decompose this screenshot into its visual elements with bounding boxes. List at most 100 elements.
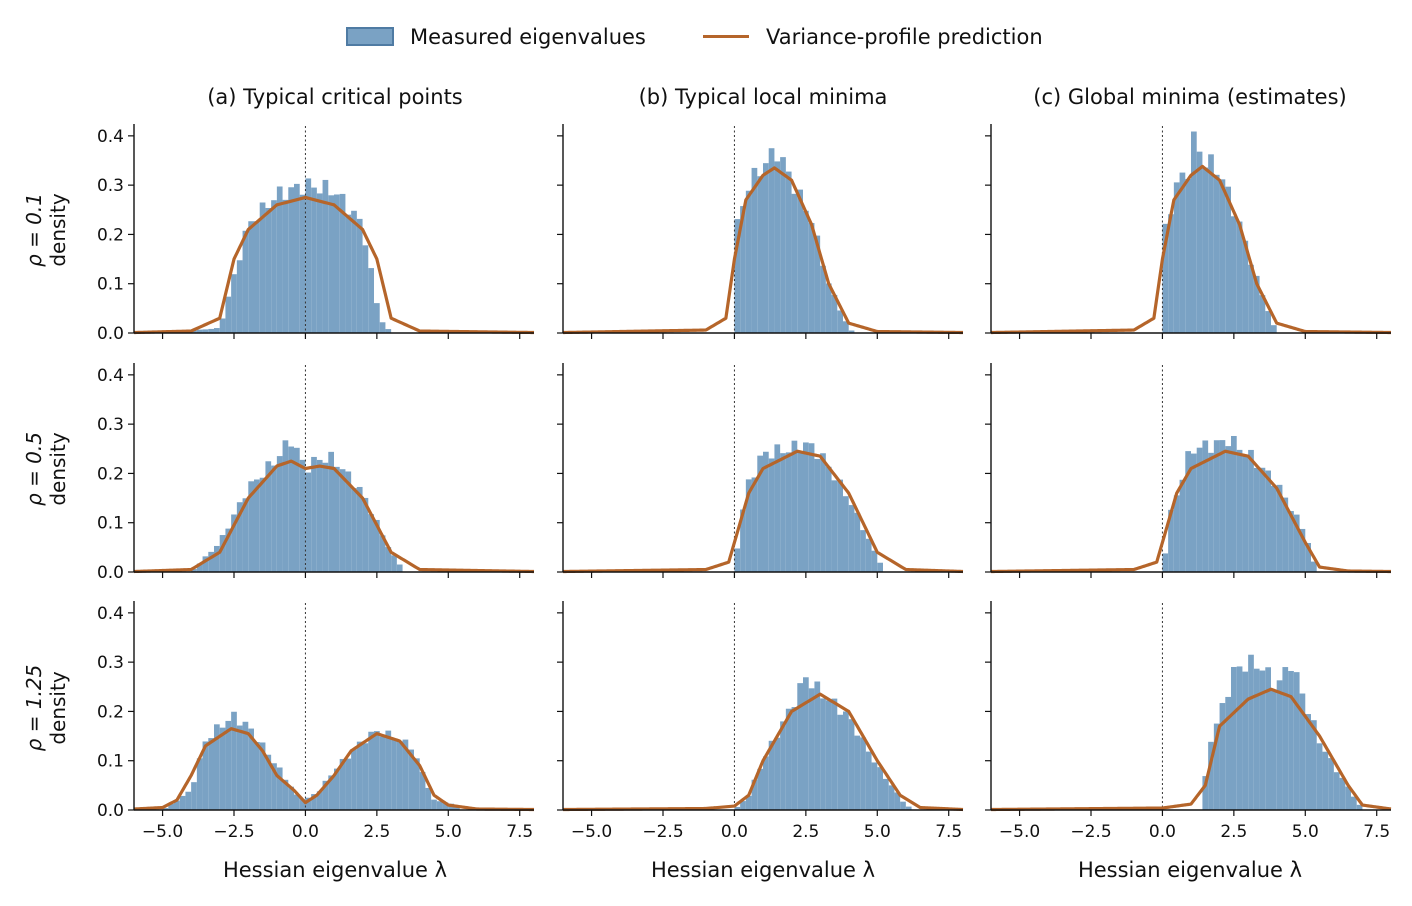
histogram-bar xyxy=(1213,174,1220,333)
histogram-bar xyxy=(1191,131,1197,333)
histogram-bar xyxy=(740,801,746,810)
histogram-bar xyxy=(831,698,838,810)
panel-row2-col1: 0.0 0.1 0.2 0.3 0.4 xyxy=(97,363,535,583)
y-tick-label: 0.2 xyxy=(97,702,124,722)
histogram-bar xyxy=(734,219,741,333)
histogram-bar xyxy=(745,479,752,572)
histogram-bar xyxy=(757,455,763,572)
histogram-bar xyxy=(242,230,249,333)
histogram-bar xyxy=(265,207,272,333)
histogram-bar xyxy=(202,329,209,333)
histogram-bar xyxy=(1305,714,1311,810)
x-tick-label: −2.5 xyxy=(1070,822,1111,842)
histogram-bar xyxy=(208,738,214,810)
histogram-bar xyxy=(1168,214,1174,333)
histogram-bar xyxy=(785,452,792,572)
histogram-bar xyxy=(396,564,403,572)
histogram-bar xyxy=(299,799,306,810)
panels: 0.00.10.20.30.40.00.10.20.30.40.00.10.20… xyxy=(97,124,1392,842)
y-tick-label: 0.0 xyxy=(97,801,124,821)
histogram-bar xyxy=(1271,325,1277,333)
histogram-bar xyxy=(803,677,809,810)
histogram-bar xyxy=(248,221,254,333)
histogram-bar xyxy=(191,782,197,810)
histogram-bar xyxy=(242,498,249,572)
histogram-bar xyxy=(780,453,786,572)
histogram-bar xyxy=(808,223,815,333)
histogram-bar xyxy=(1236,666,1243,810)
histogram-bar xyxy=(1219,703,1226,810)
histogram-bar xyxy=(745,190,752,333)
y-tick-label: 0.4 xyxy=(97,604,124,624)
row-label-rho-0-1: ρ = 0.1 xyxy=(22,193,46,267)
histogram-bar xyxy=(751,779,758,810)
x-tick-label: 0.0 xyxy=(1149,822,1176,842)
histogram-bar xyxy=(219,727,226,810)
histogram-bar xyxy=(305,472,312,572)
histogram-bar xyxy=(351,210,357,333)
histogram-bar xyxy=(236,725,243,810)
histogram-bar xyxy=(1185,178,1191,333)
histogram-bar xyxy=(1208,154,1214,333)
histogram-bar xyxy=(757,768,763,810)
histogram-bar xyxy=(831,294,838,333)
histogram-bar xyxy=(179,795,186,810)
histogram-bar xyxy=(282,779,289,810)
histogram-bar xyxy=(408,749,414,810)
y-tick-label: 0.1 xyxy=(97,752,124,772)
histogram-bar xyxy=(1328,758,1334,810)
histogram-bar xyxy=(745,795,752,810)
histogram-bar xyxy=(848,505,855,572)
panel-row3-col3: −5.0 −2.5 0.0 2.5 5.0 7.5 xyxy=(985,601,1392,842)
histogram-bar xyxy=(225,720,232,810)
histogram-bar xyxy=(1242,671,1249,810)
y-tick-label: 0.1 xyxy=(97,514,124,534)
histogram-bar xyxy=(1311,561,1317,572)
histogram-bar xyxy=(1196,447,1203,572)
histogram-bar xyxy=(271,763,277,810)
histogram-bar xyxy=(276,186,283,333)
histogram-bar xyxy=(339,193,346,333)
histogram-bar xyxy=(1248,449,1254,572)
y-tick-label: 0.0 xyxy=(97,324,124,344)
histogram-bar xyxy=(865,751,872,810)
histogram-bar xyxy=(191,330,197,333)
column-title-b: (b) Typical local minima xyxy=(639,85,888,109)
histogram-bar xyxy=(208,328,214,333)
histogram-bar xyxy=(322,780,329,810)
histogram-bar xyxy=(825,283,832,333)
histogram-bar xyxy=(791,707,798,810)
histogram-bar xyxy=(797,452,803,572)
histogram-bar xyxy=(356,218,363,333)
histogram-bar xyxy=(248,481,254,572)
histogram-bar xyxy=(1248,654,1254,810)
histogram-bar xyxy=(843,321,849,333)
histogram-bar xyxy=(820,453,826,572)
y-tick-label: 0.3 xyxy=(97,415,124,435)
histogram-bar xyxy=(774,161,781,333)
prediction-curve xyxy=(562,166,964,335)
histogram-bar xyxy=(803,210,809,333)
histogram-bar xyxy=(1162,553,1169,572)
histogram-bar xyxy=(225,528,232,572)
histogram-bar xyxy=(311,794,317,810)
legend-label-histogram: Measured eigenvalues xyxy=(410,25,646,49)
y-tick-label: 0.4 xyxy=(97,127,124,147)
prediction-curve xyxy=(990,164,1392,335)
histogram-bar xyxy=(1282,667,1289,810)
histogram-bar xyxy=(294,794,300,810)
histogram-bar xyxy=(374,731,380,810)
histogram-bar xyxy=(1288,511,1294,572)
histogram-bar xyxy=(419,772,426,810)
prediction-curve xyxy=(562,449,964,574)
histogram-bar xyxy=(196,758,203,810)
histogram-bar xyxy=(305,797,312,810)
histogram-bar xyxy=(883,778,889,810)
x-tick-label: 0.0 xyxy=(721,822,748,842)
histogram-bar xyxy=(740,509,746,572)
legend: Measured eigenvalues Variance-profile pr… xyxy=(346,25,1043,49)
column-title-c: (c) Global minima (estimates) xyxy=(1033,85,1346,109)
histogram-bar xyxy=(1219,440,1226,572)
histogram-bar xyxy=(208,551,214,572)
